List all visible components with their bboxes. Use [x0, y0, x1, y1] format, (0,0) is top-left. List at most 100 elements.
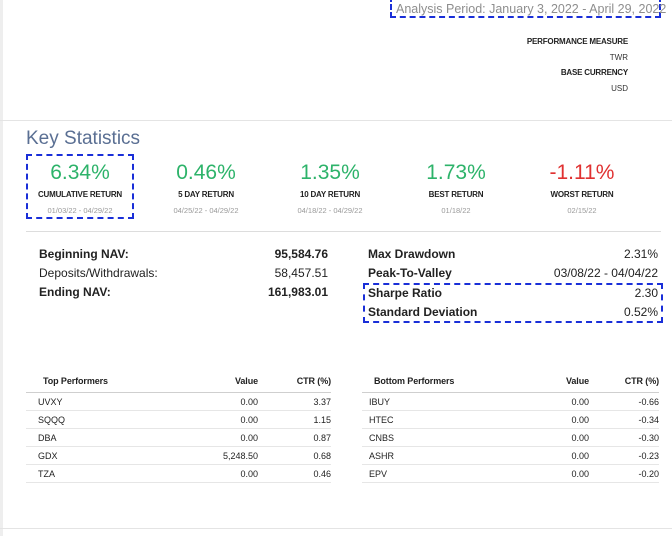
stat-dates: 01/03/22 - 04/29/22	[47, 206, 113, 215]
stat-10-day-return: 1.35% 10 DAY RETURN 04/18/22 - 04/29/22	[276, 160, 384, 215]
top-performers-table: Top Performers Value CTR (%) UVXY 0.00 3…	[26, 370, 331, 483]
risk-value: 03/08/22 - 04/04/22	[553, 266, 658, 280]
risk-value: 0.52%	[623, 305, 658, 319]
table-row: CNBS 0.00 -0.30	[362, 428, 659, 447]
left-edge-border	[0, 0, 3, 536]
ticker-cell: TZA	[26, 464, 176, 483]
table-row: ASHR 0.00 -0.23	[362, 446, 659, 465]
column-header: Value	[512, 370, 589, 393]
ticker-cell: HTEC	[362, 410, 512, 429]
value-cell: 0.00	[176, 428, 258, 447]
ctr-cell: -0.30	[589, 428, 659, 447]
value-cell: 0.00	[512, 392, 589, 411]
table-row: EPV 0.00 -0.20	[362, 464, 659, 483]
nav-label: Deposits/Withdrawals:	[39, 266, 158, 280]
risk-value: 2.31%	[623, 247, 658, 261]
stat-dates: 01/18/22	[441, 206, 471, 215]
table-row: TZA 0.00 0.46	[26, 464, 331, 483]
value-cell: 0.00	[512, 464, 589, 483]
nav-row-beginning: Beginning NAV: 95,584.76	[0, 245, 672, 264]
ticker-cell: EPV	[362, 464, 512, 483]
risk-row-sharpe-ratio: Sharpe Ratio 2.30	[368, 284, 662, 303]
analysis-period: Analysis Period: January 3, 2022 - April…	[390, 0, 666, 18]
stat-5-day-return: 0.46% 5 DAY RETURN 04/25/22 - 04/29/22	[152, 160, 260, 215]
ticker-cell: GDX	[26, 446, 176, 465]
nav-row-deposits: Deposits/Withdrawals: 58,457.51	[0, 264, 672, 283]
value-cell: 0.00	[176, 410, 258, 429]
ticker-cell: CNBS	[362, 428, 512, 447]
ctr-cell: 1.15	[258, 410, 331, 429]
stat-value: 1.35%	[300, 161, 360, 184]
risk-label: Max Drawdown	[368, 247, 456, 261]
nav-label: Beginning NAV:	[39, 247, 129, 261]
ctr-cell: -0.66	[589, 392, 659, 411]
table-row: HTEC 0.00 -0.34	[362, 410, 659, 429]
value-cell: 0.00	[512, 428, 589, 447]
table-row: UVXY 0.00 3.37	[26, 392, 331, 411]
column-header: Top Performers	[26, 370, 176, 393]
value-cell: 0.00	[512, 446, 589, 465]
value-cell: 0.00	[176, 392, 258, 411]
stat-label: CUMULATIVE RETURN	[37, 190, 122, 199]
stat-label: 10 DAY RETURN	[299, 190, 361, 199]
section-divider	[0, 528, 672, 529]
performance-measure-label: PERFORMANCE MEASURE	[526, 37, 628, 46]
table-row: IBUY 0.00 -0.66	[362, 392, 659, 411]
stat-dates: 04/18/22 - 04/29/22	[297, 206, 363, 215]
risk-row-peak-to-valley: Peak-To-Valley 03/08/22 - 04/04/22	[368, 264, 662, 283]
stat-cumulative-return: 6.34% CUMULATIVE RETURN 01/03/22 - 04/29…	[26, 160, 134, 215]
column-header: Bottom Performers	[362, 370, 512, 393]
risk-value: 2.30	[634, 286, 658, 300]
ticker-cell: UVXY	[26, 392, 176, 411]
ctr-cell: -0.20	[589, 464, 659, 483]
table-header-row: Bottom Performers Value CTR (%)	[362, 370, 659, 393]
stat-label: 5 DAY RETURN	[178, 190, 234, 199]
ctr-cell: 0.87	[258, 428, 331, 447]
ticker-cell: SQQQ	[26, 410, 176, 429]
stats-divider	[26, 231, 661, 232]
stat-dates: 02/15/22	[567, 206, 597, 215]
ticker-cell: IBUY	[362, 392, 512, 411]
table-row: GDX 5,248.50 0.68	[26, 446, 331, 465]
nav-label: Ending NAV:	[39, 285, 111, 299]
stat-label: WORST RETURN	[550, 190, 614, 199]
value-cell: 0.00	[512, 410, 589, 429]
nav-row-ending: Ending NAV: 161,983.01	[0, 283, 672, 302]
value-cell: 0.00	[176, 464, 258, 483]
value-cell: 5,248.50	[176, 446, 258, 465]
risk-row-standard-deviation: Standard Deviation 0.52%	[368, 303, 662, 322]
key-statistics-title: Key Statistics	[26, 128, 141, 149]
table-header-row: Top Performers Value CTR (%)	[26, 370, 331, 393]
stat-dates: 04/25/22 - 04/29/22	[173, 206, 239, 215]
nav-value: 161,983.01	[267, 285, 328, 299]
performance-measure-value: TWR	[609, 53, 628, 62]
stat-value: 1.73%	[426, 161, 486, 184]
nav-value: 58,457.51	[274, 266, 328, 280]
cumulative-return-highlight	[26, 154, 134, 219]
risk-label: Standard Deviation	[368, 305, 478, 319]
risk-label: Sharpe Ratio	[368, 286, 443, 300]
stat-value: -1.11%	[549, 161, 615, 184]
ctr-cell: 3.37	[258, 392, 331, 411]
base-currency-label: BASE CURRENCY	[560, 68, 628, 77]
risk-metrics-highlight	[363, 283, 663, 323]
stat-best-return: 1.73% BEST RETURN 01/18/22	[402, 160, 510, 215]
risk-label: Peak-To-Valley	[368, 266, 452, 280]
column-header: Value	[176, 370, 258, 393]
column-header: CTR (%)	[258, 370, 331, 393]
table-row: DBA 0.00 0.87	[26, 428, 331, 447]
nav-value: 95,584.76	[274, 247, 328, 261]
section-divider	[0, 120, 672, 121]
risk-row-max-drawdown: Max Drawdown 2.31%	[368, 245, 662, 264]
stat-label: BEST RETURN	[428, 190, 484, 199]
ticker-cell: DBA	[26, 428, 176, 447]
ctr-cell: -0.34	[589, 410, 659, 429]
ctr-cell: -0.23	[589, 446, 659, 465]
column-header: CTR (%)	[589, 370, 659, 393]
bottom-performers-table: Bottom Performers Value CTR (%) IBUY 0.0…	[362, 370, 659, 483]
stat-value: 0.46%	[176, 161, 236, 184]
ctr-cell: 0.68	[258, 446, 331, 465]
stat-value: 6.34%	[50, 161, 110, 184]
base-currency-value: USD	[611, 84, 628, 93]
table-row: SQQQ 0.00 1.15	[26, 410, 331, 429]
